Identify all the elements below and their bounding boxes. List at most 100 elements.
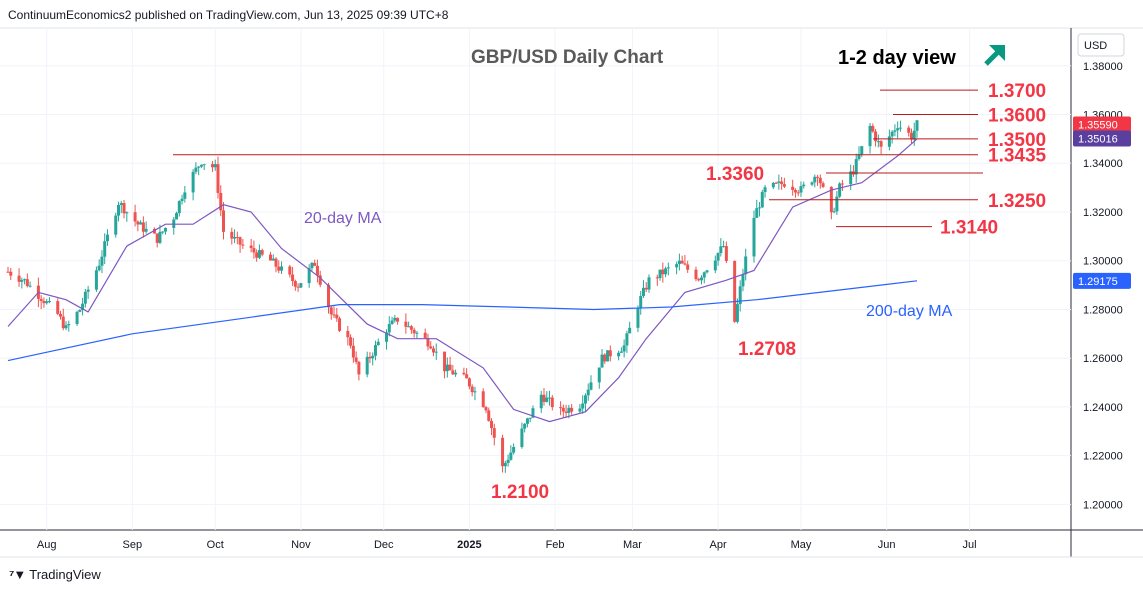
candle-body	[6, 271, 10, 273]
candle-body	[570, 407, 574, 412]
candle-body	[506, 459, 510, 463]
candle-body	[559, 407, 563, 409]
candle-body	[617, 352, 621, 357]
level-label: 1.3250	[988, 191, 1046, 212]
candle-body	[699, 277, 703, 281]
candle-body	[641, 287, 645, 296]
candle-body	[893, 130, 897, 132]
candle-body	[907, 127, 911, 133]
candle-body	[702, 272, 706, 278]
candle-body	[597, 367, 601, 383]
candle-body	[249, 245, 253, 249]
candle-body	[404, 321, 408, 327]
candle-body	[735, 304, 739, 322]
candle-body	[603, 354, 607, 362]
candle-body	[158, 231, 162, 243]
candle-body	[675, 264, 679, 268]
level-label: 1.3700	[988, 81, 1046, 102]
candle-body	[774, 182, 778, 184]
candle-body	[75, 311, 79, 325]
price-tag-label: 1.35590	[1078, 120, 1118, 132]
tradingview-logo[interactable]: ⁷▼ TradingView	[9, 567, 101, 582]
x-tick-label: Jul	[962, 539, 976, 551]
candle-body	[840, 183, 844, 185]
candle-body	[373, 345, 377, 356]
candle-body	[335, 314, 339, 319]
level-label: 1.3500	[988, 130, 1046, 151]
candle-body	[876, 141, 880, 143]
candle-body	[658, 269, 662, 279]
ma200-line	[7, 280, 918, 362]
currency-label: USD	[1084, 40, 1107, 52]
candle-body	[694, 269, 698, 280]
candle-body	[583, 395, 587, 404]
candle-body	[680, 260, 684, 264]
candle-body	[467, 378, 471, 387]
candle-body	[241, 244, 245, 246]
price-tag-box	[1073, 272, 1131, 289]
candle-body	[780, 181, 784, 185]
candle-body	[871, 125, 875, 132]
candle-body	[114, 215, 118, 235]
candle-body	[56, 301, 60, 314]
candle-body	[473, 391, 477, 393]
publisher-caption: ContinuumEconomics2 published on Trading…	[8, 8, 449, 22]
candle-body	[299, 283, 303, 288]
candle-body	[252, 248, 256, 253]
candle-body	[771, 182, 775, 188]
candle-body	[512, 447, 516, 453]
candle-body	[423, 332, 427, 338]
candle-body	[83, 291, 87, 304]
candle-body	[177, 201, 181, 214]
candle-body	[868, 125, 872, 147]
candle-body	[622, 345, 626, 352]
candle-body	[738, 286, 742, 305]
candle-body	[155, 233, 159, 243]
x-tick-label: Sep	[123, 539, 143, 551]
candle-body	[139, 222, 143, 225]
x-tick-label: Mar	[623, 539, 642, 551]
level-label: 1.3435	[988, 146, 1047, 167]
candle-body	[887, 136, 891, 147]
candle-body	[210, 164, 214, 168]
candle-body	[791, 186, 795, 190]
candle-body	[260, 250, 264, 255]
candle-body	[315, 265, 319, 276]
price-tag-box	[1073, 130, 1131, 147]
candle-body	[25, 279, 29, 287]
candle-body	[64, 325, 68, 329]
candle-body	[376, 341, 380, 346]
candle-body	[429, 346, 433, 349]
candle-body	[144, 228, 148, 232]
candle-body	[586, 389, 590, 396]
candle-body	[354, 357, 358, 362]
candle-body	[415, 332, 419, 334]
candle-body	[666, 267, 670, 269]
candle-body	[371, 355, 375, 359]
candle-body	[17, 275, 21, 282]
candle-body	[61, 316, 65, 329]
level-label: 1.3600	[988, 106, 1046, 127]
candle-body	[313, 262, 317, 266]
candle-body	[686, 264, 690, 270]
currency-button[interactable]	[1077, 33, 1125, 57]
candle-body	[744, 256, 748, 275]
candles	[6, 120, 919, 473]
candle-body	[625, 333, 629, 346]
candle-body	[233, 237, 237, 239]
candle-body	[310, 262, 314, 269]
candle-body	[857, 154, 861, 160]
up-arrow-icon	[984, 45, 1005, 66]
candle-body	[741, 274, 745, 287]
candle-body	[277, 266, 281, 271]
candle-body	[122, 203, 126, 214]
candle-body	[230, 231, 234, 239]
candle-body	[329, 307, 333, 315]
candle-body	[78, 309, 82, 312]
candle-body	[161, 231, 165, 233]
candle-body	[661, 269, 665, 275]
candle-body	[520, 428, 524, 448]
